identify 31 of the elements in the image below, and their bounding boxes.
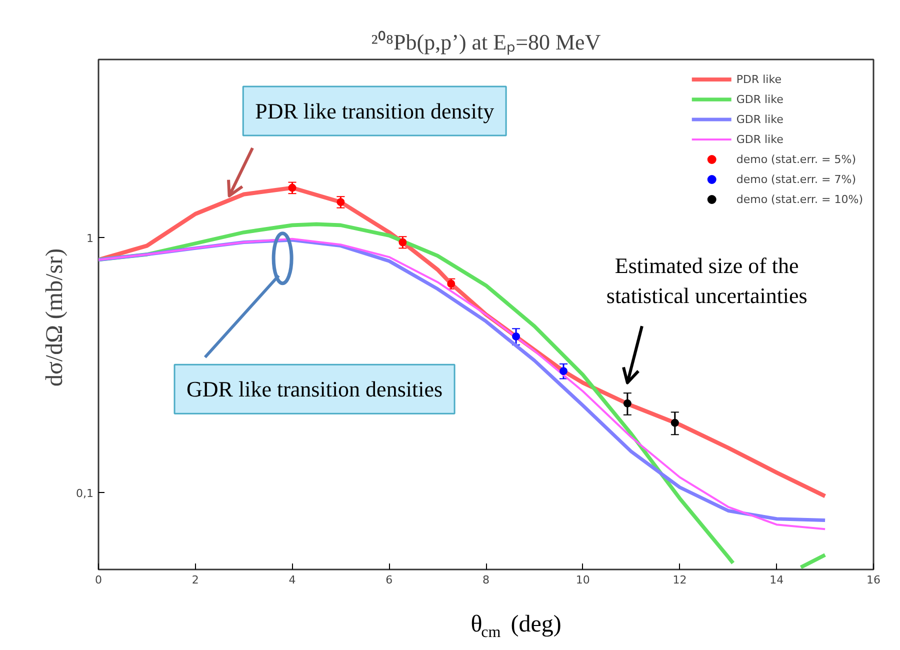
point xyxy=(398,238,407,246)
x-tick-label: 10 xyxy=(576,574,590,586)
point xyxy=(288,184,296,192)
annotation: PDR like transition density xyxy=(255,98,494,124)
chart-title: ²⁰⁸Pb(p,p’) at Eₚ=80 MeV xyxy=(371,30,601,56)
point xyxy=(670,418,679,427)
x-tick-label: 4 xyxy=(288,574,296,586)
point xyxy=(447,280,456,288)
x-tick-label: 14 xyxy=(770,574,784,586)
legend-label: demo (stat.err. = 7%) xyxy=(736,172,856,186)
x-tick-label: 16 xyxy=(866,574,880,586)
legend-label: GDR like xyxy=(736,92,784,106)
annotation: Estimated size of the statistical uncertainties xyxy=(606,252,808,308)
annotation: GDR like transition densities xyxy=(186,376,443,402)
legend-label: demo (stat.err. = 5%) xyxy=(736,152,856,166)
x-tick-label: 8 xyxy=(482,574,490,586)
legend-label: PDR like xyxy=(736,72,782,86)
y-axis-title: dσ/dΩ (mb/sr) xyxy=(42,248,68,387)
point xyxy=(623,399,632,408)
x-tick-label: 6 xyxy=(386,574,393,586)
y-tick-label: 1 xyxy=(86,232,94,246)
point xyxy=(336,198,345,206)
x-tick-label: 0 xyxy=(95,574,102,586)
x-tick-label: 12 xyxy=(672,574,687,586)
legend-label: demo (stat.err. = 10%) xyxy=(736,192,863,206)
point xyxy=(560,367,568,376)
x-tick-label: 2 xyxy=(192,574,199,586)
legend-label: GDR like xyxy=(736,132,784,146)
point xyxy=(512,332,520,340)
legend-label: GDR like xyxy=(736,112,784,126)
y-tick-label: 0,1 xyxy=(76,487,94,500)
